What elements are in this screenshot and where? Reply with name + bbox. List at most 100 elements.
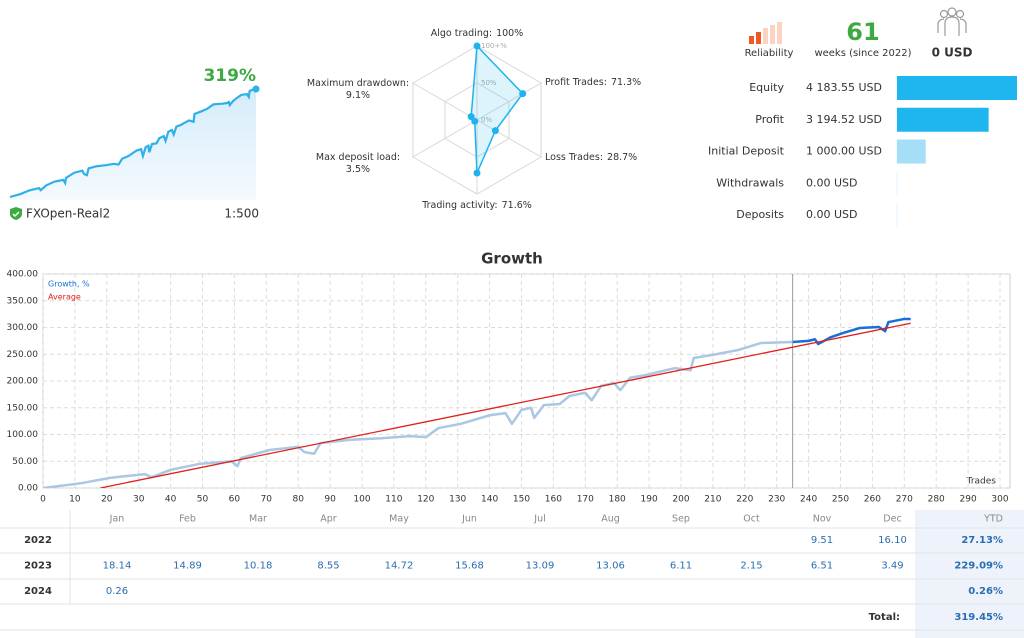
bar [897, 76, 1017, 100]
radar-spoke [476, 119, 542, 158]
ytd-column [915, 510, 1024, 638]
mini-growth-line [9, 87, 256, 199]
column-header: Nov [813, 514, 832, 525]
x-tick-label: 290 [960, 495, 977, 505]
weeks-label: weeks (since 2022) [814, 48, 911, 59]
x-tick-label: 0 [40, 495, 46, 505]
y-tick-label: 100.00 [7, 430, 39, 440]
x-tick-label: 250 [832, 495, 849, 505]
radar-tick-label: 100+% [481, 42, 507, 50]
column-header: Jun [461, 514, 477, 525]
x-tick-label: 220 [736, 495, 753, 505]
x-tick-label: 230 [768, 495, 785, 505]
radar-spoke [476, 82, 542, 121]
x-tick-label: 150 [513, 495, 530, 505]
month-return: 18.14 [103, 561, 132, 572]
month-return: 16.10 [878, 535, 907, 546]
x-tick-label: 90 [324, 495, 336, 505]
radar-axis-value: 71.3% [611, 77, 641, 88]
x-tick-label: 50 [197, 495, 209, 505]
reliability-label: Reliability [745, 48, 794, 59]
column-header: May [389, 514, 409, 525]
radar-tick-label: 0% [481, 116, 492, 124]
radar-axis-value: 9.1% [346, 90, 370, 101]
legend-entry: Growth, % [48, 280, 90, 289]
x-tick-label: 80 [292, 495, 304, 505]
total-value: 319.45% [954, 612, 1003, 623]
account-name[interactable]: FXOpen-Real2 [26, 207, 110, 221]
row-label: 2022 [24, 535, 52, 546]
subscriber-funds: 0 USD [932, 46, 973, 60]
ytd-return: 27.13% [961, 535, 1003, 546]
radar-point [467, 113, 475, 121]
x-tick-label: 280 [928, 495, 945, 505]
plot-area [43, 317, 911, 488]
x-tick-label: 20 [101, 495, 113, 505]
radar-point [519, 90, 527, 98]
verified-icon [10, 207, 22, 220]
month-return: 6.11 [670, 561, 692, 572]
radar-axis-value: 100% [496, 28, 523, 39]
x-tick-label: 190 [641, 495, 658, 505]
ytd-return: 229.09% [954, 561, 1003, 572]
radar-point [473, 42, 481, 50]
x-tick-label: 200 [672, 495, 689, 505]
x-tick-label: 180 [609, 495, 626, 505]
bar-label: Initial Deposit [708, 145, 785, 158]
x-axis-label: Trades [966, 477, 997, 487]
column-header: Aug [601, 514, 620, 525]
radar-axis-label: Trading activity: 71.6% [421, 200, 532, 211]
radar-axis-value: 71.6% [502, 200, 532, 211]
mini-area [10, 89, 256, 200]
x-tick-label: 240 [800, 495, 817, 505]
radar-axis-value: 28.7% [607, 152, 637, 163]
radar-spoke [412, 82, 478, 121]
bar-value-label: 4 183.55 USD [806, 81, 882, 94]
x-tick-label: 160 [545, 495, 562, 505]
radar-axis-name: Algo trading: [431, 28, 492, 39]
y-tick-label: 0.00 [18, 484, 38, 494]
bar-value-label: 3 194.52 USD [806, 113, 882, 126]
x-tick-label: 140 [481, 495, 498, 505]
bar-value-label: 0.00 USD [806, 208, 858, 221]
x-tick-label: 300 [991, 495, 1008, 505]
y-tick-label: 150.00 [7, 403, 39, 413]
x-tick-label: 120 [417, 495, 434, 505]
radar-axis-value: 3.5% [346, 164, 370, 175]
bar-label: Equity [749, 81, 784, 94]
x-tick-label: 40 [165, 495, 177, 505]
x-tick-label: 210 [704, 495, 721, 505]
radar-point [473, 169, 481, 177]
y-tick-label: 350.00 [7, 296, 39, 306]
growth-line [43, 340, 793, 488]
legend-entry: Average [48, 293, 81, 302]
average-line [100, 322, 911, 488]
column-header: Oct [743, 514, 760, 525]
month-return: 10.18 [244, 561, 273, 572]
month-return: 8.55 [317, 561, 339, 572]
x-tick-label: 10 [69, 495, 81, 505]
column-header: Mar [249, 514, 267, 525]
radar-axis-name: Loss Trades: [545, 152, 603, 163]
row-label: 2023 [24, 561, 52, 572]
column-header: Jan [109, 514, 125, 525]
row-label: 2024 [24, 586, 52, 597]
bar [897, 139, 926, 164]
y-tick-label: 200.00 [7, 377, 39, 387]
radar-area [470, 44, 524, 174]
month-return: 9.51 [811, 535, 833, 546]
bar-value-label: 0.00 USD [806, 176, 858, 189]
growth-label: 319% [203, 66, 256, 86]
x-tick-label: 270 [896, 495, 913, 505]
subscribers-icon [937, 7, 967, 36]
bar-label: Profit [755, 113, 784, 126]
column-header: Apr [320, 514, 337, 525]
month-return: 14.72 [385, 561, 414, 572]
y-tick-label: 400.00 [7, 270, 39, 280]
weeks: 61 [846, 18, 879, 46]
x-tick-label: 260 [864, 495, 881, 505]
radar-axis-name: Trading activity: [421, 200, 497, 211]
y-tick-label: 250.00 [7, 350, 39, 360]
reliability-icon [749, 22, 782, 44]
